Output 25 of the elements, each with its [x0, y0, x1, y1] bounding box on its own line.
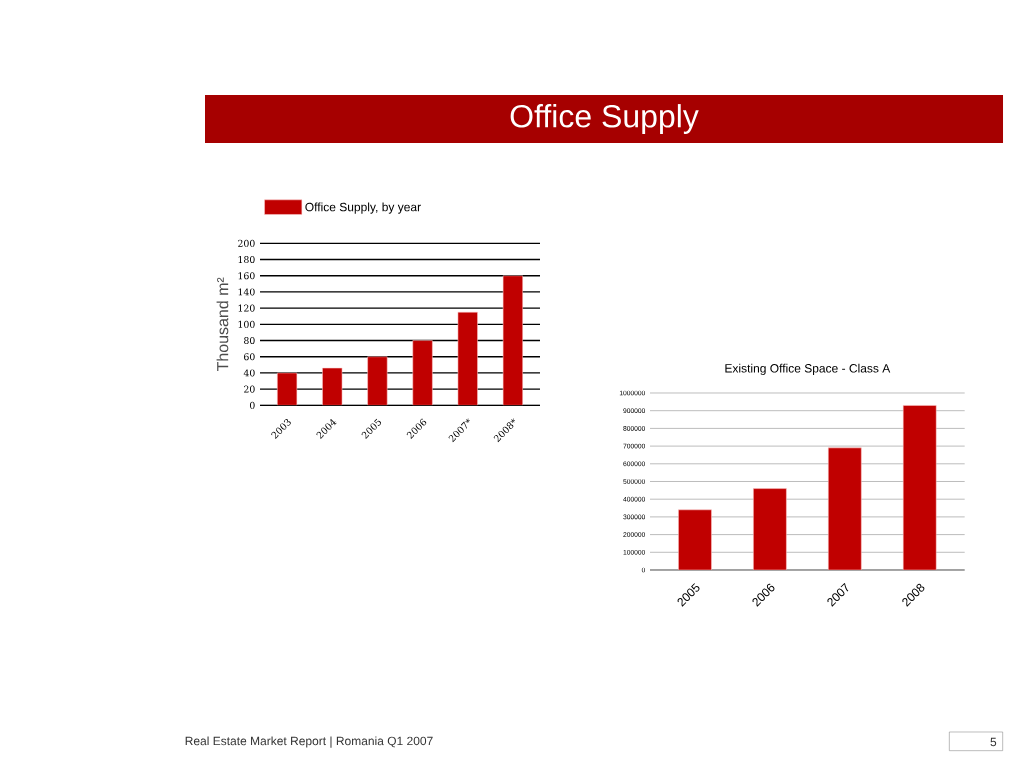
- legend-label: Office Supply, by year: [305, 202, 421, 214]
- bar: [828, 447, 862, 570]
- y-tick-label: 20: [244, 385, 255, 393]
- text: Real Estate Market Report | Romania Q1 2007: [185, 736, 433, 748]
- bar: [502, 275, 523, 406]
- y-tick-label: 160: [238, 272, 255, 280]
- bar: [457, 311, 478, 406]
- y-tick-label: 40: [243, 369, 255, 377]
- y-axis-title: Thousand m²: [216, 277, 229, 372]
- y-tick-label: 140: [238, 288, 255, 296]
- y-tick-label: 180: [238, 256, 255, 264]
- y-tick-label: 60: [244, 353, 255, 361]
- y-tick-label: 200: [238, 239, 255, 247]
- y-tick-label: 120: [238, 304, 255, 312]
- bar: [367, 356, 388, 406]
- y-tick-label: 0: [249, 401, 255, 409]
- bar: [753, 488, 787, 570]
- chart-title: Existing Office Space - Class A: [725, 363, 891, 375]
- text: Office Supply: [510, 104, 699, 134]
- bar: [902, 405, 937, 570]
- text: 5: [990, 737, 997, 747]
- bar: [412, 340, 433, 406]
- y-tick-label: 100: [238, 320, 255, 328]
- y-tick-label: 80: [244, 337, 255, 345]
- bar: [678, 509, 712, 570]
